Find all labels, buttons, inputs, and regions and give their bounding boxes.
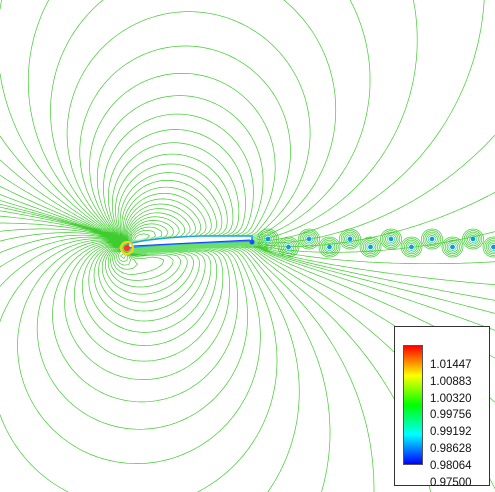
wake-contour — [263, 235, 273, 243]
wake-contour — [468, 235, 478, 243]
wake-contour — [344, 233, 356, 245]
stagnation-ring — [120, 241, 134, 255]
vortex-core — [429, 236, 435, 242]
vortex-core — [306, 236, 312, 242]
colorbar-tick-label: 1.01447 — [430, 359, 472, 371]
wake-contour — [484, 238, 495, 256]
wake-contour — [400, 236, 423, 258]
wake-contour — [303, 233, 315, 245]
colorbar-tick-label: 0.97500 — [430, 476, 472, 489]
wake-contour — [320, 238, 339, 256]
wake-contour — [421, 228, 443, 250]
wake-contour — [426, 233, 438, 245]
wake-contour — [281, 239, 296, 255]
wake-contour — [383, 231, 399, 247]
wake-contour — [463, 230, 483, 248]
wake-contour — [489, 243, 495, 251]
wake-contour — [258, 230, 278, 248]
colorbar-tick-label: 0.98064 — [430, 459, 472, 472]
wake-contour — [443, 238, 462, 256]
wake-contour — [301, 231, 317, 247]
wake-contour — [422, 230, 442, 248]
vortex-core — [327, 244, 332, 250]
vortex-core — [286, 244, 291, 250]
wake-contour — [441, 236, 464, 258]
wake-contour — [482, 236, 495, 258]
wake-contour — [304, 235, 314, 243]
wake-contour — [487, 241, 495, 253]
vortex-core — [347, 236, 353, 242]
wake-contour — [322, 239, 337, 255]
colorbar-tick-label: 0.99192 — [430, 426, 472, 439]
wake-contour — [381, 230, 401, 248]
vortex-core — [450, 244, 455, 250]
wake-contour — [445, 239, 460, 255]
wake-contour — [462, 228, 484, 250]
vortex-core — [470, 236, 476, 242]
vortex-core — [491, 244, 495, 250]
vortex-core — [368, 244, 373, 250]
colorbar-ticks: 1.01447 1.00883 1.00320 0.99756 0.99192 … — [430, 341, 488, 489]
wake-contour — [282, 241, 295, 253]
wake-contour — [359, 236, 382, 258]
wake-contour — [318, 236, 341, 258]
wake-contour — [339, 228, 361, 250]
wake-contour — [299, 230, 319, 248]
stagnation-point — [123, 244, 131, 252]
wake-contour — [325, 243, 334, 251]
colorbar-tick-label: 0.98628 — [430, 443, 472, 455]
wake-contour — [385, 233, 397, 245]
colorbar-tick-label: 1.00883 — [430, 375, 472, 388]
wake-contour — [424, 231, 440, 247]
wake-contour — [345, 235, 355, 243]
airfoil — [118, 234, 258, 255]
wake-contour — [427, 235, 437, 243]
colorbar-legend: 1.01447 1.00883 1.00320 0.99756 0.99192 … — [394, 326, 490, 489]
colorbar-tick-label: 1.00320 — [430, 392, 472, 405]
wake-contour — [405, 241, 418, 253]
wake-contour — [404, 239, 419, 255]
wake-contour — [298, 228, 320, 250]
wake-contour — [277, 236, 300, 258]
wake-contour — [386, 235, 396, 243]
wake-contour — [486, 239, 495, 255]
colorbar-tick-label: 0.99756 — [430, 409, 472, 422]
colorbar — [403, 345, 423, 465]
wake-contour — [260, 231, 276, 247]
wake-contour — [284, 243, 293, 251]
wake-contour — [402, 238, 421, 256]
wake-contour — [262, 233, 274, 245]
trailing-edge-point — [249, 239, 255, 245]
wake-contour — [380, 228, 402, 250]
wake-contour — [448, 243, 457, 251]
vortex-core — [409, 244, 414, 250]
wake-contour — [340, 230, 360, 248]
wake-contour — [366, 243, 375, 251]
wake-vortices — [257, 228, 495, 258]
wake-contour — [364, 241, 377, 253]
vortex-core — [265, 236, 271, 242]
wake-contour — [279, 238, 298, 256]
vortex-core — [388, 236, 394, 242]
wake-contour — [342, 231, 358, 247]
airfoil-suction-line — [131, 239, 251, 247]
wake-contour — [467, 233, 479, 245]
wake-contour — [323, 241, 336, 253]
wake-contour — [363, 239, 378, 255]
wake-contour — [465, 231, 481, 247]
wake-contour — [361, 238, 380, 256]
wake-contour — [446, 241, 459, 253]
wake-contour — [407, 243, 416, 251]
